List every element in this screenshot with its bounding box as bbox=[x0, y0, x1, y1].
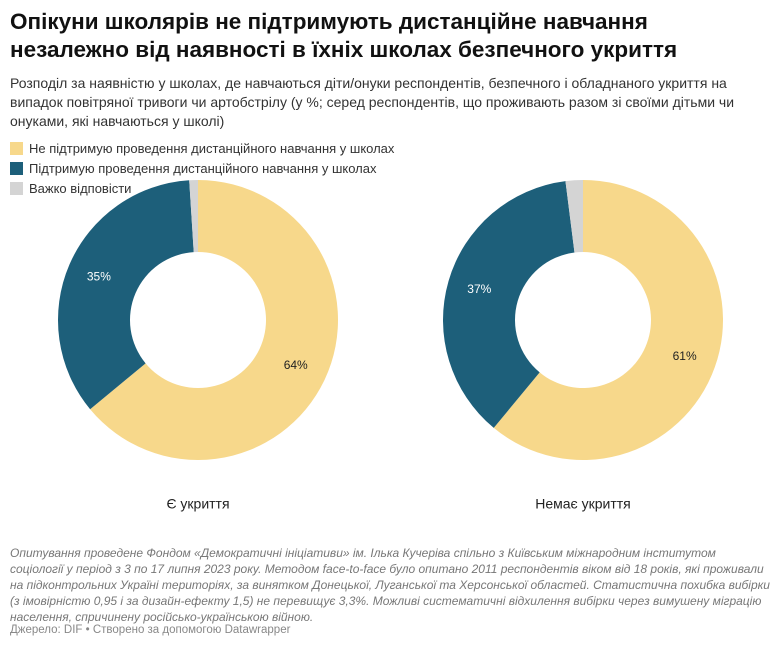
chart-title: Немає укриття bbox=[535, 496, 630, 512]
subtitle: Розподіл за наявністю у школах, де навча… bbox=[10, 75, 735, 129]
legend-swatch bbox=[10, 142, 23, 155]
value-label: 61% bbox=[673, 349, 697, 363]
donut-slice bbox=[443, 181, 575, 428]
legend-item: Важко відповісти bbox=[10, 179, 131, 199]
chart-title: Є укриття bbox=[166, 496, 229, 512]
charts: 64% 35% Є укриття 61% 37% Немає укриття bbox=[57, 180, 724, 512]
donut-slice bbox=[565, 180, 583, 253]
value-label: 37% bbox=[467, 282, 491, 296]
donut-slice bbox=[189, 180, 198, 253]
legend-label: Не підтримую проведення дистанційного на… bbox=[29, 141, 395, 156]
donut-slice bbox=[493, 180, 724, 460]
legend-swatch bbox=[10, 162, 23, 175]
legend-item: Не підтримую проведення дистанційного на… bbox=[10, 139, 394, 159]
source: Джерело: DIF • Створено за допомогою Dat… bbox=[10, 624, 291, 636]
legend-label: Підтримую проведення дистанційного навча… bbox=[29, 161, 377, 176]
legend: Не підтримую проведення дистанційного на… bbox=[10, 139, 780, 199]
legend-label: Важко відповісти bbox=[29, 181, 132, 196]
note: Опитування проведене Фондом «Демократичн… bbox=[10, 546, 770, 624]
title: Опікуни школярів не підтримують дистанці… bbox=[10, 9, 678, 62]
donut-slice bbox=[57, 180, 194, 410]
donut-slice bbox=[90, 180, 338, 460]
legend-item: Підтримую проведення дистанційного навча… bbox=[10, 159, 376, 179]
legend-swatch bbox=[10, 182, 23, 195]
value-label: 35% bbox=[87, 269, 111, 283]
value-label: 64% bbox=[284, 358, 308, 372]
